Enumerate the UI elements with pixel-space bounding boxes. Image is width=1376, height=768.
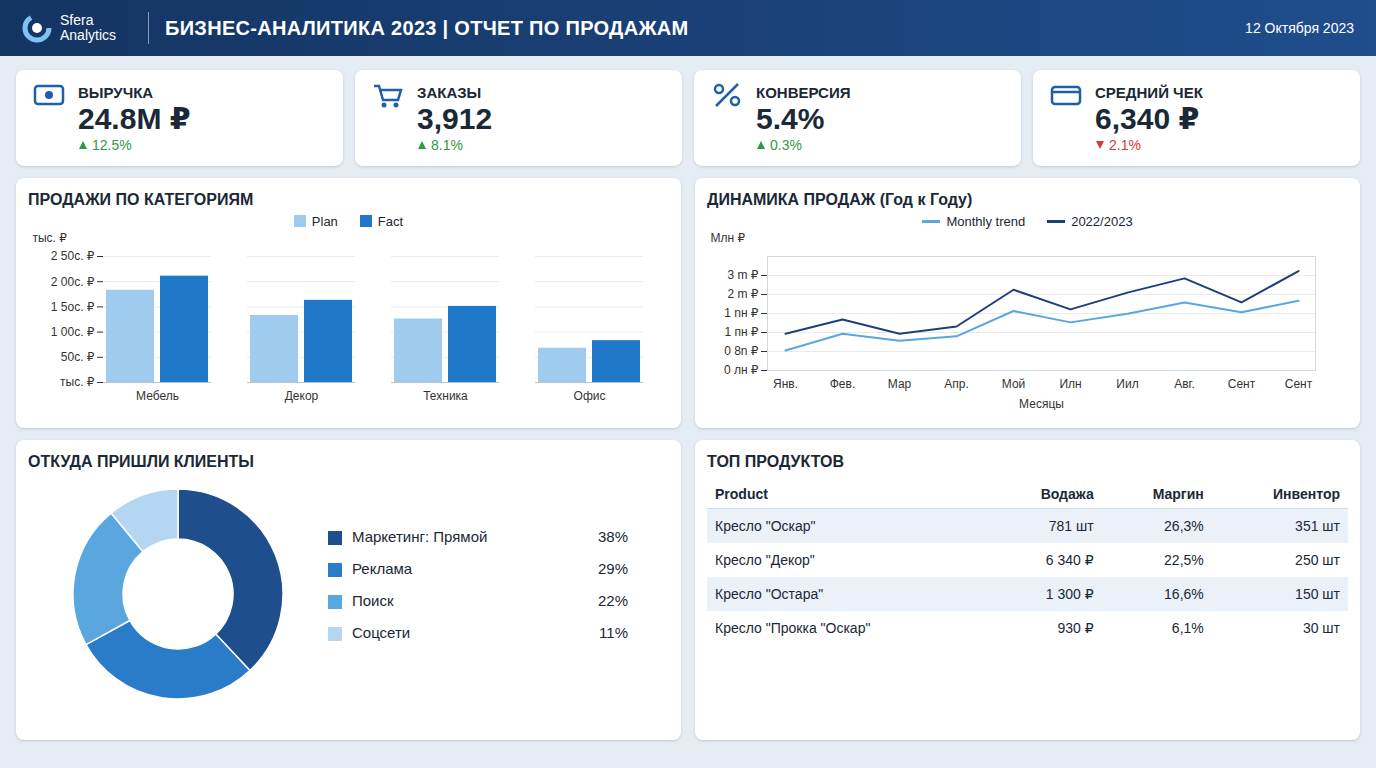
- svg-text:Авг.: Авг.: [1174, 377, 1195, 391]
- svg-text:Иил: Иил: [1116, 377, 1138, 391]
- html-text:0.3%: 0.3%: [770, 137, 802, 153]
- html-text:250 шт: 250 шт: [1295, 552, 1340, 568]
- svg-text:1 nн ₽: 1 nн ₽: [724, 306, 759, 320]
- html-text:ВЫРУЧКА: ВЫРУЧКА: [78, 84, 154, 101]
- svg-text:3 m ₽: 3 m ₽: [728, 268, 759, 282]
- html-text:351 шт: 351 шт: [1295, 518, 1340, 534]
- svg-text:Месяцы: Месяцы: [1019, 397, 1064, 411]
- html-text:12 Октября 2023: 12 Октября 2023: [1245, 20, 1354, 36]
- svg-text:Сент: Сент: [1228, 377, 1256, 391]
- svg-text:1 00с. ₽: 1 00с. ₽: [51, 325, 95, 339]
- html-text:Plan: Plan: [311, 213, 338, 229]
- html-text:Кресло "Оскар": Кресло "Оскар": [715, 518, 816, 534]
- html-text:ДИНАМИКА ПРОДАЖ (Год к Году): ДИНАМИКА ПРОДАЖ (Год к Году): [707, 191, 973, 208]
- svg-text:11%: 11%: [599, 624, 628, 641]
- html-text:781 шт: 781 шт: [1048, 518, 1094, 534]
- html-text:2022/2023: 2022/2023: [1071, 213, 1133, 229]
- html-text:ЗАКАЗЫ: ЗАКАЗЫ: [417, 84, 482, 101]
- svg-text:тыс. ₽: тыс. ₽: [33, 231, 68, 245]
- svg-text:Мар: Мар: [888, 377, 912, 391]
- html-text:5.4%: 5.4%: [756, 102, 825, 135]
- html-text:30 шт: 30 шт: [1302, 620, 1340, 636]
- svg-text:Мебель: Мебель: [136, 389, 179, 403]
- html-text:Кресло "Декор": Кресло "Декор": [715, 552, 815, 568]
- html-text:Fact: Fact: [377, 213, 404, 229]
- html-text:6 340 ₽: 6 340 ₽: [1045, 552, 1094, 568]
- html-text:26,3%: 26,3%: [1164, 518, 1204, 534]
- html-text:3,912: 3,912: [417, 102, 493, 135]
- svg-text:Сент: Сент: [1285, 377, 1313, 391]
- svg-text:Декор: Декор: [285, 389, 319, 403]
- html-text:Product: Product: [715, 486, 768, 502]
- svg-text:тыс. ₽: тыс. ₽: [60, 375, 95, 389]
- svg-text:Янв.: Янв.: [773, 377, 798, 391]
- html-text:1 300 ₽: 1 300 ₽: [1045, 586, 1094, 602]
- html-text:22,5%: 22,5%: [1164, 552, 1204, 568]
- svg-text:22%: 22%: [598, 592, 628, 609]
- svg-text:38%: 38%: [598, 528, 628, 545]
- svg-text:Соцсети: Соцсети: [352, 624, 410, 641]
- html-text:Маргин: Маргин: [1152, 486, 1204, 502]
- svg-text:Техника: Техника: [423, 389, 468, 403]
- html-text:ТОП ПРОДУКТОВ: ТОП ПРОДУКТОВ: [707, 453, 844, 470]
- html-text:2.1%: 2.1%: [1109, 137, 1141, 153]
- html-text:6,1%: 6,1%: [1171, 620, 1204, 636]
- svg-text:Фев.: Фев.: [830, 377, 856, 391]
- html-text:Инвентор: Инвентор: [1273, 486, 1340, 502]
- html-text:150 шт: 150 шт: [1295, 586, 1340, 602]
- html-text:12.5%: 12.5%: [92, 137, 132, 153]
- svg-text:Млн ₽: Млн ₽: [711, 231, 746, 245]
- svg-text:29%: 29%: [598, 560, 628, 577]
- html-text:Monthly trend: Monthly trend: [946, 213, 1026, 229]
- svg-text:2 m ₽: 2 m ₽: [728, 287, 759, 301]
- svg-text:Маркетинг: Прямой: Маркетинг: Прямой: [352, 528, 487, 545]
- svg-text:Апр.: Апр.: [944, 377, 969, 391]
- svg-text:Мой: Мой: [1002, 377, 1026, 391]
- html-text:БИЗНЕС-АНАЛИТИКА 2023 | ОТЧЕТ: БИЗНЕС-АНАЛИТИКА 2023 | ОТЧЕТ ПО ПРОДАЖА…: [165, 16, 689, 39]
- html-text:СРЕДНИЙ ЧЕК: СРЕДНИЙ ЧЕК: [1095, 84, 1203, 101]
- svg-text:1 пн ₽: 1 пн ₽: [724, 325, 758, 339]
- html-text:Sfera Analytics: Sfera Analytics: [60, 12, 116, 43]
- html-text:24.8M ₽: 24.8M ₽: [78, 102, 191, 135]
- svg-text:50с. ₽: 50с. ₽: [61, 350, 95, 364]
- html-text:930 ₽: 930 ₽: [1057, 620, 1094, 636]
- html-text:Водажа: Водажа: [1040, 486, 1094, 502]
- html-text:8.1%: 8.1%: [431, 137, 463, 153]
- html-text:Кресло "Прокка "Оскар": Кресло "Прокка "Оскар": [715, 620, 871, 636]
- svg-text:Офис: Офис: [574, 389, 606, 403]
- svg-text:1 5ос. ₽: 1 5ос. ₽: [51, 300, 95, 314]
- html-text:ОТКУДА ПРИШЛИ КЛИЕНТЫ: ОТКУДА ПРИШЛИ КЛИЕНТЫ: [28, 453, 254, 470]
- svg-text:2 00с. ₽: 2 00с. ₽: [51, 275, 95, 289]
- html-text:КОНВЕРСИЯ: КОНВЕРСИЯ: [756, 84, 851, 101]
- svg-text:Реклама: Реклама: [352, 560, 413, 577]
- svg-text:0 8n ₽: 0 8n ₽: [724, 344, 759, 358]
- html-text:6,340 ₽: 6,340 ₽: [1095, 102, 1200, 135]
- html-text:16,6%: 16,6%: [1164, 586, 1204, 602]
- svg-text:2 50с. ₽: 2 50с. ₽: [51, 249, 95, 263]
- svg-text:Илн: Илн: [1059, 377, 1081, 391]
- html-text:ПРОДАЖИ ПО КАТЕГОРИЯМ: ПРОДАЖИ ПО КАТЕГОРИЯМ: [28, 191, 254, 208]
- svg-text:0 лн ₽: 0 лн ₽: [724, 363, 759, 377]
- svg-text:Поиск: Поиск: [352, 592, 394, 609]
- html-text:Кресло "Остара": Кресло "Остара": [715, 586, 824, 602]
